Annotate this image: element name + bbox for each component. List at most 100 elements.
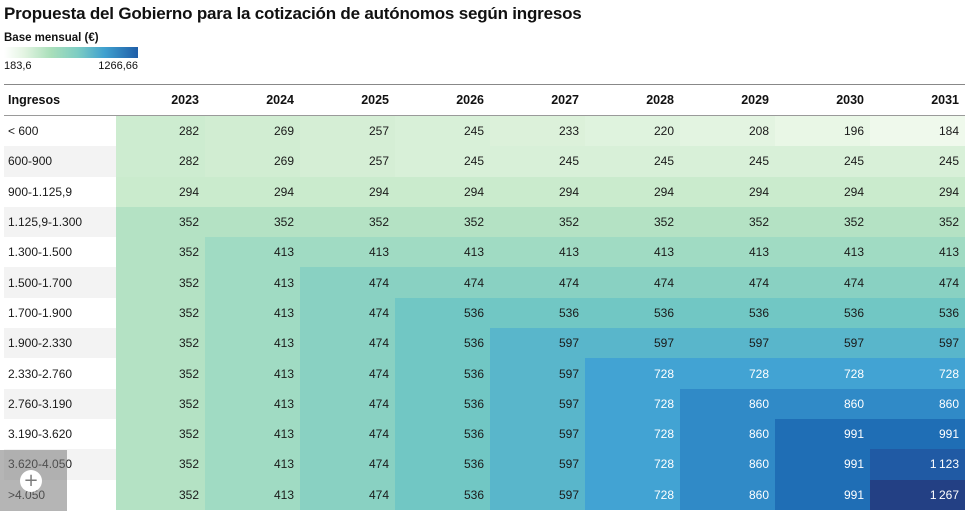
heatmap-cell: 352 [116,479,205,510]
heatmap-cell: 536 [395,297,490,329]
column-header-2027: 2027 [490,85,585,116]
heatmap-cell: 352 [395,206,490,238]
heatmap-cell: 536 [395,418,490,450]
heatmap-cell: 536 [395,449,490,480]
heatmap-cell: 294 [116,176,205,207]
table-row: 1.125,9-1.300 352 352 352 352 352 352 352 352 352 [4,206,965,238]
heatmap-cell: 474 [870,267,965,298]
heatmap-cell: 352 [205,206,300,238]
heatmap-cell: 413 [205,267,300,298]
table-row: 1.900-2.330 352 413 474 536 597 597 597 597 597 [4,328,965,359]
heatmap-cell: 536 [775,297,870,329]
heatmap-cell: 352 [116,449,205,480]
heatmap-cell: 597 [490,449,585,480]
heatmap-cell: 413 [490,237,585,268]
heatmap-cell: 991 [775,449,870,480]
heatmap-cell: 245 [680,146,775,177]
heatmap-cell: 474 [300,328,395,359]
heatmap-cell: 282 [116,115,205,147]
row-label: 1.125,9-1.300 [4,206,116,238]
heatmap-cell: 597 [490,388,585,419]
heatmap-cell: 352 [585,206,680,238]
table-row: 600-900 282 269 257 245 245 245 245 245 245 [4,146,965,177]
heatmap-cell: 991 [775,418,870,450]
heatmap-cell: 728 [870,358,965,389]
table-row: 1.300-1.500 352 413 413 413 413 413 413 413 413 [4,237,965,268]
heatmap-cell: 413 [205,479,300,510]
heatmap-cell: 1 267 [870,479,965,510]
table-row: 1.500-1.700 352 413 474 474 474 474 474 474 474 [4,267,965,298]
heatmap-cell: 728 [585,388,680,419]
heatmap-cell: 860 [680,418,775,450]
legend-max-label: 1266,66 [98,60,138,72]
heatmap-cell: 728 [585,358,680,389]
heatmap-cell: 352 [870,206,965,238]
legend-color-scale [4,47,138,58]
heatmap-cell: 352 [116,418,205,450]
heatmap-table: Ingresos 2023 2024 2025 2026 2027 2028 2029 203… [4,85,965,510]
heatmap-cell: 1 123 [870,449,965,480]
heatmap-cell: 196 [775,115,870,147]
heatmap-cell: 220 [585,115,680,147]
heatmap-cell: 294 [680,176,775,207]
row-label: 1.500-1.700 [4,267,116,298]
legend-min-label: 183,6 [4,60,32,72]
heatmap-cell: 184 [870,115,965,147]
heatmap-cell: 597 [680,328,775,359]
column-header-2025: 2025 [300,85,395,116]
table-row: 2.330-2.760 352 413 474 536 597 728 728 728 728 [4,358,965,389]
heatmap-cell: 728 [585,418,680,450]
heatmap-cell: 991 [775,479,870,510]
heatmap-cell: 257 [300,115,395,147]
table-row: 900-1.125,9 294 294 294 294 294 294 294 294 294 [4,176,965,207]
heatmap-cell: 413 [205,297,300,329]
heatmap-cell: 536 [395,328,490,359]
heatmap-cell: 536 [680,297,775,329]
heatmap-cell: 352 [490,206,585,238]
heatmap-cell: 352 [300,206,395,238]
heatmap-cell: 536 [490,297,585,329]
column-header-2029: 2029 [680,85,775,116]
heatmap-cell: 294 [300,176,395,207]
heatmap-cell: 597 [490,358,585,389]
heatmap-cell: 245 [395,146,490,177]
heatmap-cell: 474 [775,267,870,298]
heatmap-cell: 413 [205,449,300,480]
heatmap-cell: 352 [116,297,205,329]
heatmap-cell: 860 [870,388,965,419]
heatmap-cell: 413 [395,237,490,268]
column-header-2028: 2028 [585,85,680,116]
row-header-cell: Ingresos [4,85,116,116]
heatmap-cell: 536 [585,297,680,329]
heatmap-cell: 474 [300,449,395,480]
heatmap-cell: 413 [205,418,300,450]
heatmap-cell: 413 [205,358,300,389]
heatmap-cell: 352 [680,206,775,238]
heatmap-cell: 294 [585,176,680,207]
heatmap-cell: 413 [585,237,680,268]
heatmap-cell: 728 [585,479,680,510]
heatmap-cell: 352 [116,267,205,298]
heatmap-cell: 536 [395,358,490,389]
table-row: < 600 282 269 257 245 233 220 208 196 184 [4,115,965,147]
heatmap-cell: 860 [680,479,775,510]
legend-title: Base mensual (€) [4,32,99,44]
heatmap-cell: 245 [775,146,870,177]
heatmap-cell: 860 [680,388,775,419]
heatmap-cell: 728 [775,358,870,389]
heatmap-cell: 352 [116,358,205,389]
heatmap-cell: 245 [395,115,490,147]
heatmap-cell: 860 [775,388,870,419]
row-label: 1.700-1.900 [4,297,116,329]
heatmap-cell: 474 [300,358,395,389]
heatmap-cell: 352 [116,206,205,238]
table-row: 3.190-3.620 352 413 474 536 597 728 860 991 991 [4,418,965,450]
row-label: 900-1.125,9 [4,176,116,207]
table-row: 3.620-4.0503524134745365977288609911 123 [4,449,965,480]
heatmap-cell: 597 [870,328,965,359]
heatmap-cell: 536 [395,388,490,419]
heatmap-cell: 413 [205,237,300,268]
column-header-2026: 2026 [395,85,490,116]
chart-title: Propuesta del Gobierno para la cotizació… [4,4,582,23]
zoom-plus-button[interactable]: + [20,470,42,492]
